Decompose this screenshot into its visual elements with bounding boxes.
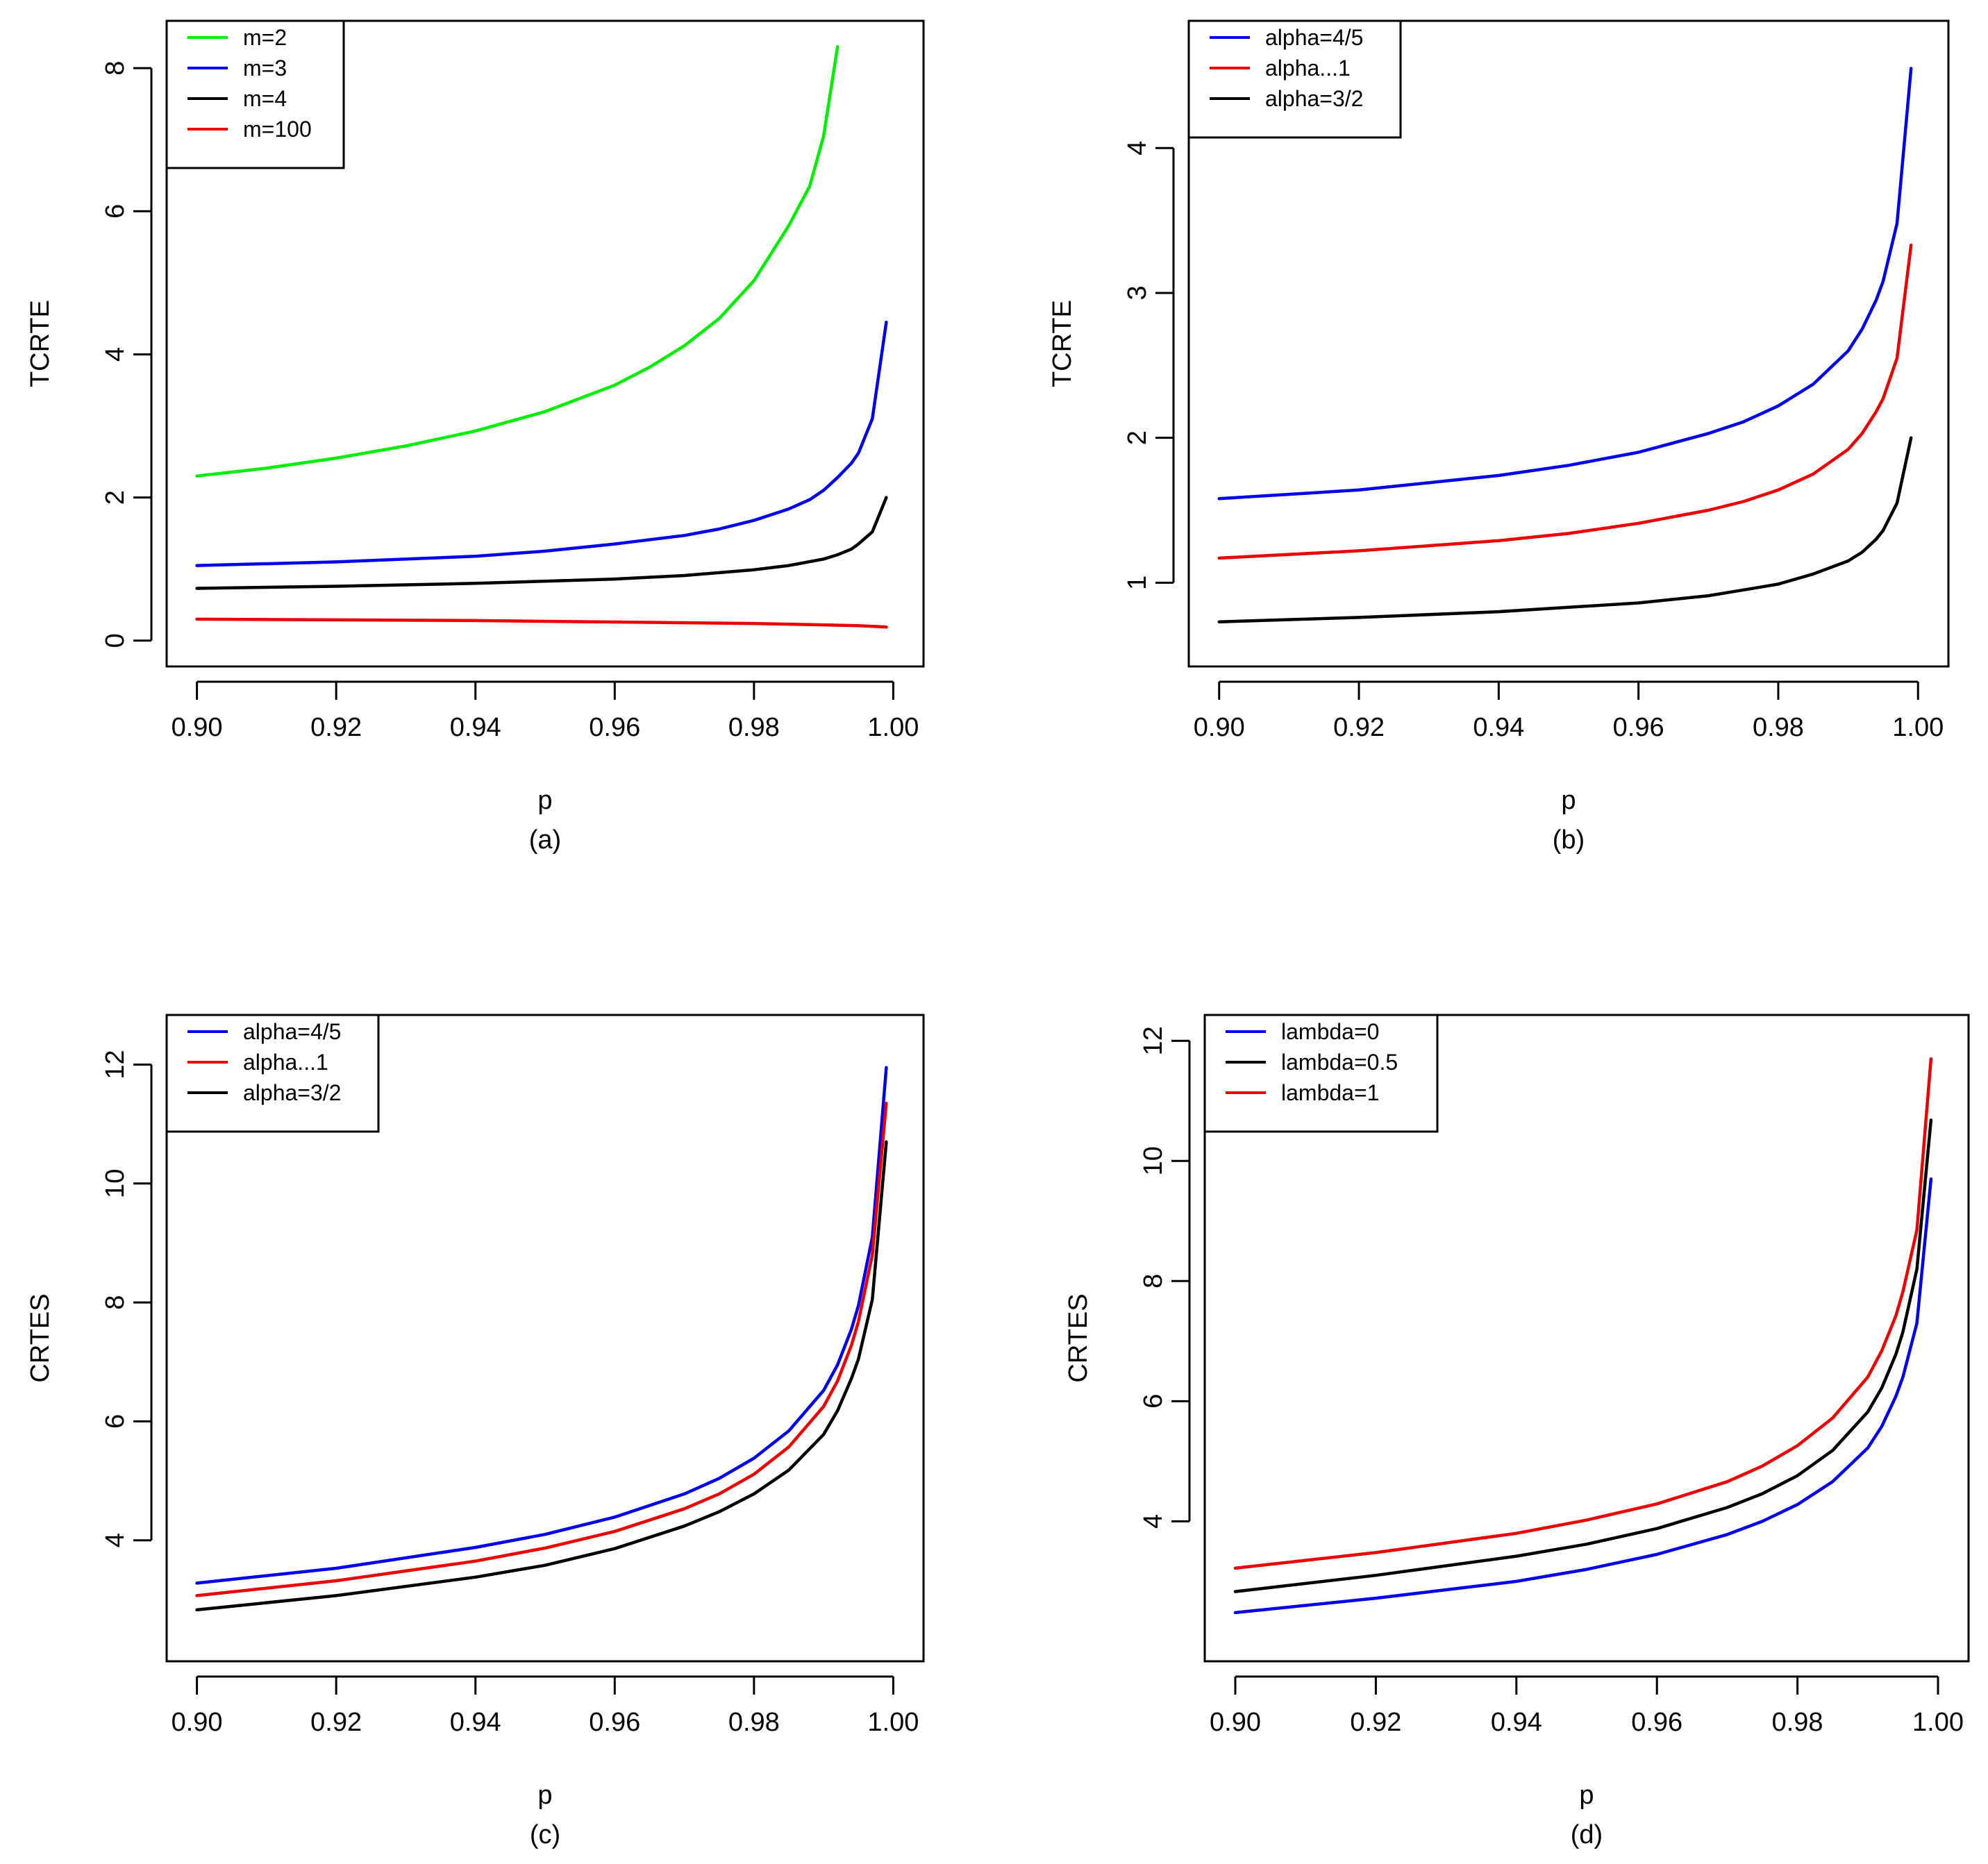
panel-label-c: (c) <box>530 1820 560 1849</box>
y-tick-label-b-1: 2 <box>1123 430 1152 445</box>
series-line-b-1 <box>1217 243 1913 560</box>
legend-label-c-0: alpha=4/5 <box>243 1019 341 1044</box>
x-tick-label-c-1: 0.92 <box>310 1708 362 1737</box>
x-axis-title-d: p <box>1579 1781 1594 1810</box>
y-tick-label-d-0: 4 <box>1139 1514 1168 1529</box>
panel-a: 0.90 0.92 0.94 0.96 0.98 1.00 0 2 4 6 8 p (a) TCRTE m=… <box>26 19 925 855</box>
plot-frame-a <box>165 19 925 668</box>
x-tick-label-a-0: 0.90 <box>172 713 223 742</box>
panel-label-d: (d) <box>1571 1820 1603 1849</box>
y-tick-label-d-3: 10 <box>1139 1146 1168 1175</box>
x-tick-label-d-4: 0.98 <box>1772 1708 1823 1737</box>
series-line-c-0 <box>195 1066 888 1585</box>
legend-box-b <box>1187 19 1402 139</box>
series-line-c-1 <box>195 1101 888 1597</box>
y-tick-label-a-1: 2 <box>101 490 130 505</box>
y-tick-label-d-1: 6 <box>1139 1394 1168 1409</box>
series-line-d-2 <box>1233 1057 1933 1570</box>
y-tick-label-c-0: 4 <box>101 1533 130 1547</box>
series-line-b-2 <box>1217 436 1913 623</box>
y-tick-label-a-0: 0 <box>101 633 130 648</box>
y-tick-label-c-1: 6 <box>101 1414 130 1429</box>
x-tick-label-c-2: 0.94 <box>450 1708 501 1737</box>
legend-c: alpha=4/5 alpha...1 alpha=3/2 <box>165 1014 380 1133</box>
x-tick-label-a-2: 0.94 <box>450 713 501 742</box>
panel-label-b: (b) <box>1553 825 1585 855</box>
x-tick-label-c-5: 1.00 <box>867 1708 919 1737</box>
y-axis-title-c: CRTES <box>26 1293 55 1382</box>
y-tick-label-c-2: 8 <box>101 1295 130 1310</box>
x-tick-label-d-3: 0.96 <box>1631 1708 1682 1737</box>
x-tick-label-d-5: 1.00 <box>1912 1708 1964 1737</box>
x-axis-title-c: p <box>537 1781 552 1810</box>
y-tick-label-a-4: 8 <box>101 61 130 76</box>
panel-b: 0.90 0.92 0.94 0.96 0.98 1.00 1 2 3 4 p (b) TCRTE alp… <box>1048 19 1950 855</box>
series-line-d-0 <box>1233 1177 1933 1615</box>
legend-label-a-0: m=2 <box>243 25 287 50</box>
legend-label-b-2: alpha=3/2 <box>1265 86 1363 111</box>
y-axis-title-a: TCRTE <box>26 300 55 387</box>
y-tick-label-b-3: 4 <box>1123 141 1152 156</box>
series-line-b-0 <box>1217 67 1913 501</box>
series-line-a-0 <box>195 44 840 478</box>
panel-c: 0.90 0.92 0.94 0.96 0.98 1.00 4 6 8 10 12 p (c) CRTES… <box>26 1014 925 1849</box>
plot-frame-b <box>1187 19 1950 668</box>
panel-label-a: (a) <box>529 825 561 855</box>
series-line-d-1 <box>1233 1118 1933 1593</box>
panel-d: 0.90 0.92 0.94 0.96 0.98 1.00 4 6 8 10 12 p (d) CRTES… <box>1064 1014 1970 1849</box>
legend-label-c-2: alpha=3/2 <box>243 1080 341 1105</box>
legend-label-a-1: m=3 <box>243 56 287 81</box>
legend-label-d-0: lambda=0 <box>1281 1019 1379 1044</box>
y-tick-label-d-2: 8 <box>1139 1274 1168 1288</box>
x-tick-label-c-3: 0.96 <box>589 1708 640 1737</box>
x-tick-label-d-1: 0.92 <box>1350 1708 1401 1737</box>
x-tick-label-d-2: 0.94 <box>1491 1708 1542 1737</box>
y-tick-label-a-3: 6 <box>101 204 130 219</box>
x-tick-label-a-4: 0.98 <box>728 713 780 742</box>
legend-d: lambda=0 lambda=0.5 lambda=1 <box>1203 1014 1439 1133</box>
legend-box-d <box>1203 1014 1439 1133</box>
legend-b: alpha=4/5 alpha...1 alpha=3/2 <box>1187 19 1402 139</box>
series-line-a-2 <box>195 496 888 590</box>
y-tick-label-d-4: 12 <box>1139 1026 1168 1055</box>
legend-label-a-3: m=100 <box>243 117 312 142</box>
legend-a: m=2 m=3 m=4 m=100 <box>165 19 345 169</box>
x-tick-label-a-1: 0.92 <box>310 713 362 742</box>
x-tick-label-c-0: 0.90 <box>172 1708 223 1737</box>
x-tick-label-b-1: 0.92 <box>1333 713 1385 742</box>
legend-label-d-2: lambda=1 <box>1281 1080 1379 1105</box>
x-tick-label-b-2: 0.94 <box>1473 713 1524 742</box>
legend-box-a <box>165 19 345 169</box>
plot-frame-c <box>165 1014 925 1663</box>
x-tick-label-b-4: 0.98 <box>1753 713 1804 742</box>
y-tick-label-c-3: 10 <box>101 1169 130 1198</box>
legend-label-b-0: alpha=4/5 <box>1265 25 1363 50</box>
x-tick-label-b-5: 1.00 <box>1892 713 1944 742</box>
x-tick-label-b-0: 0.90 <box>1194 713 1245 742</box>
y-tick-label-b-2: 3 <box>1123 285 1152 300</box>
x-tick-label-c-4: 0.98 <box>728 1708 780 1737</box>
legend-label-b-1: alpha...1 <box>1265 56 1351 81</box>
legend-box-c <box>165 1014 380 1133</box>
series-line-a-3 <box>195 617 888 629</box>
x-tick-label-a-3: 0.96 <box>589 713 640 742</box>
x-axis-title-a: p <box>537 786 552 815</box>
y-axis-title-b: TCRTE <box>1048 300 1077 387</box>
plot-frame-d <box>1203 1014 1970 1663</box>
legend-label-a-2: m=4 <box>243 86 287 111</box>
y-tick-label-b-0: 1 <box>1123 576 1152 590</box>
x-tick-label-a-5: 1.00 <box>867 713 919 742</box>
y-tick-label-a-2: 4 <box>101 347 130 362</box>
y-tick-label-c-4: 12 <box>101 1050 130 1079</box>
x-tick-label-b-3: 0.96 <box>1613 713 1664 742</box>
legend-label-c-1: alpha...1 <box>243 1050 328 1075</box>
x-axis-title-b: p <box>1561 786 1576 815</box>
legend-label-d-1: lambda=0.5 <box>1281 1050 1398 1075</box>
x-tick-label-d-0: 0.90 <box>1210 1708 1261 1737</box>
series-line-c-2 <box>195 1140 888 1612</box>
series-line-a-1 <box>195 320 888 567</box>
y-axis-title-d: CRTES <box>1064 1293 1093 1382</box>
